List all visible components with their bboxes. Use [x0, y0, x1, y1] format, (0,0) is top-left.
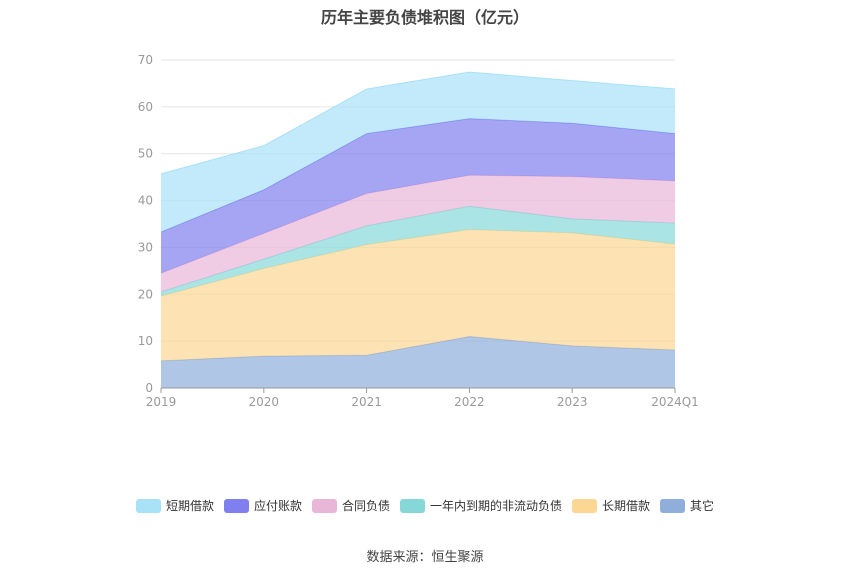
- legend-label: 短期借款: [165, 499, 214, 513]
- legend-item[interactable]: 合同负债: [311, 497, 390, 514]
- line-短期借款: [160, 71, 676, 175]
- area-短期借款: [161, 72, 675, 232]
- legend-label: 应付账款: [253, 499, 302, 513]
- y-tick-label: 40: [138, 194, 153, 208]
- x-tick-label: 2020: [249, 395, 280, 409]
- y-tick-label: 20: [138, 287, 153, 301]
- area-应付账款: [161, 118, 675, 274]
- legend-swatch: [135, 498, 161, 513]
- legend-item[interactable]: 短期借款: [135, 497, 214, 514]
- y-tick-label: 10: [138, 334, 153, 348]
- y-tick-label: 70: [138, 53, 153, 67]
- area-合同负债: [161, 175, 675, 292]
- legend-item[interactable]: 一年内到期的非流动负债: [400, 497, 562, 514]
- x-tick-label: 2022: [454, 395, 485, 409]
- area-series: [160, 71, 676, 388]
- x-tick-label: 2021: [351, 395, 382, 409]
- legend-swatch: [311, 498, 337, 513]
- legend-label: 长期借款: [602, 499, 651, 513]
- data-source: 数据来源：恒生聚源: [366, 550, 484, 565]
- y-tick-label: 50: [138, 147, 153, 161]
- x-tick-label: 2024Q1: [651, 395, 699, 409]
- area-其它: [161, 336, 675, 388]
- legend-item[interactable]: 其它: [660, 497, 714, 514]
- area-长期借款: [161, 229, 675, 361]
- axes: 0 10 20 30 40 50 60 70 2019 2020 2021 2022 2023 2024Q…: [138, 53, 699, 409]
- legend: 短期借款 应付账款 合同负债 一年内到期的非流动负债 长期借款 其它: [0, 497, 850, 514]
- legend-label: 一年内到期的非流动负债: [430, 499, 563, 513]
- legend-label: 其它: [690, 499, 715, 513]
- area-一年内到期的非流动负债: [161, 206, 675, 297]
- legend-item[interactable]: 长期借款: [572, 497, 650, 514]
- chart-title: 历年主要负债堆积图（亿元）: [320, 8, 529, 27]
- y-tick-label: 30: [138, 240, 153, 254]
- legend-swatch: [223, 498, 249, 513]
- legend-swatch: [660, 498, 686, 513]
- legend-swatch: [400, 498, 425, 513]
- legend-label: 合同负债: [341, 499, 390, 513]
- legend-swatch: [572, 498, 598, 513]
- x-tick-label: 2023: [557, 395, 588, 409]
- y-tick-label: 0: [145, 381, 153, 395]
- legend-item[interactable]: 应付账款: [223, 497, 302, 514]
- x-tick-label: 2019: [146, 395, 177, 409]
- y-tick-label: 60: [138, 100, 153, 114]
